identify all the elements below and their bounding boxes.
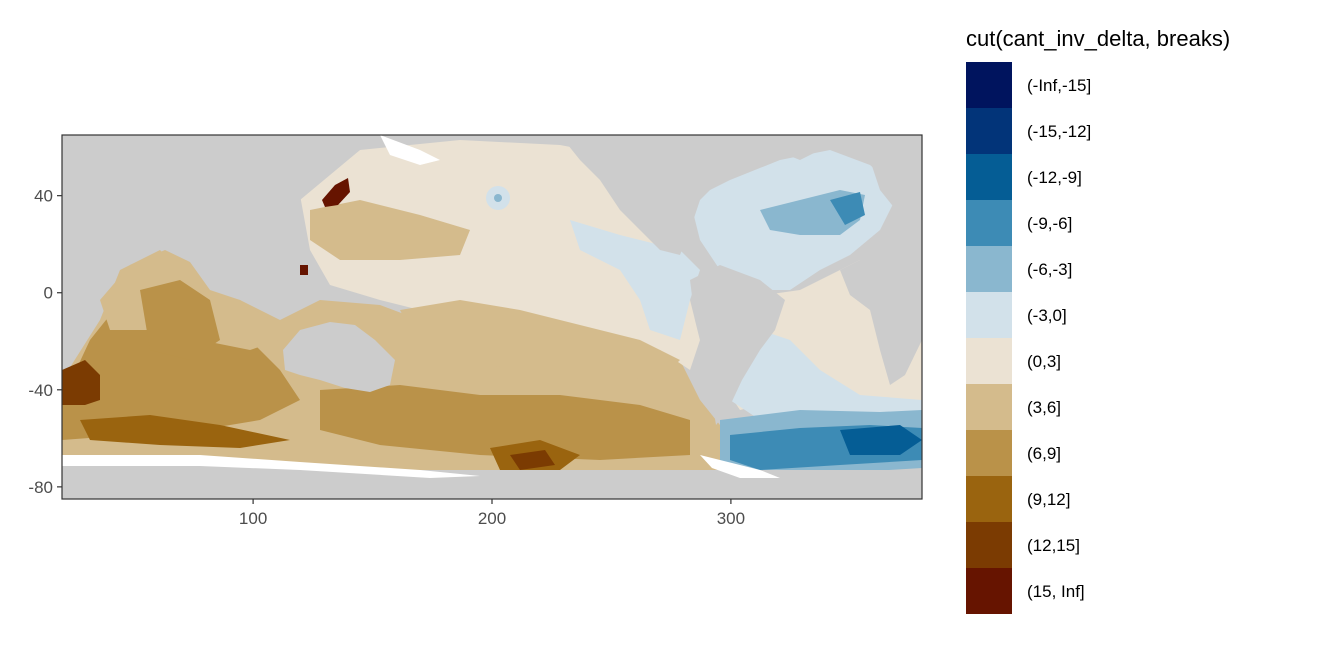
legend-key bbox=[966, 62, 1012, 108]
legend-key bbox=[966, 154, 1012, 200]
legend-key bbox=[966, 430, 1012, 476]
x-tick-label: 100 bbox=[239, 509, 267, 528]
legend-label: (3,6] bbox=[1027, 398, 1061, 417]
legend-key bbox=[966, 108, 1012, 154]
ocean-region bbox=[494, 194, 502, 202]
legend-key bbox=[966, 292, 1012, 338]
legend-label: (0,3] bbox=[1027, 352, 1061, 371]
legend-items: (-Inf,-15] (-15,-12] (-12,-9] (-9,-6] (-6,-3… bbox=[966, 62, 1091, 614]
legend-key bbox=[966, 384, 1012, 430]
legend-label: (15, Inf] bbox=[1027, 582, 1085, 601]
legend-label: (-15,-12] bbox=[1027, 122, 1091, 141]
legend-key bbox=[966, 568, 1012, 614]
legend-key bbox=[966, 246, 1012, 292]
legend-label: (-Inf,-15] bbox=[1027, 76, 1091, 95]
ocean-region bbox=[300, 265, 308, 275]
legend-label: (-9,-6] bbox=[1027, 214, 1072, 233]
legend-label: (-6,-3] bbox=[1027, 260, 1072, 279]
ocean-field bbox=[62, 135, 922, 499]
legend-key bbox=[966, 522, 1012, 568]
legend-key bbox=[966, 200, 1012, 246]
x-tick-label: 300 bbox=[717, 509, 745, 528]
y-tick-label: -40 bbox=[28, 381, 53, 400]
legend-key bbox=[966, 476, 1012, 522]
y-tick-label: 0 bbox=[44, 284, 53, 303]
legend: cut(cant_inv_delta, breaks) (-Inf,-15](-… bbox=[966, 26, 1230, 614]
legend-label: (-12,-9] bbox=[1027, 168, 1082, 187]
legend-label: (6,9] bbox=[1027, 444, 1061, 463]
legend-label: (-3,0] bbox=[1027, 306, 1067, 325]
y-tick-label: 40 bbox=[34, 187, 53, 206]
y-tick-label: -80 bbox=[28, 478, 53, 497]
x-tick-label: 200 bbox=[478, 509, 506, 528]
legend-title: cut(cant_inv_delta, breaks) bbox=[966, 26, 1230, 51]
legend-key bbox=[966, 338, 1012, 384]
map-panel bbox=[62, 135, 922, 499]
y-axis: 40 0 -40 -80 bbox=[28, 187, 62, 497]
legend-label: (12,15] bbox=[1027, 536, 1080, 555]
x-axis: 100 200 300 bbox=[239, 499, 745, 528]
legend-label: (9,12] bbox=[1027, 490, 1070, 509]
